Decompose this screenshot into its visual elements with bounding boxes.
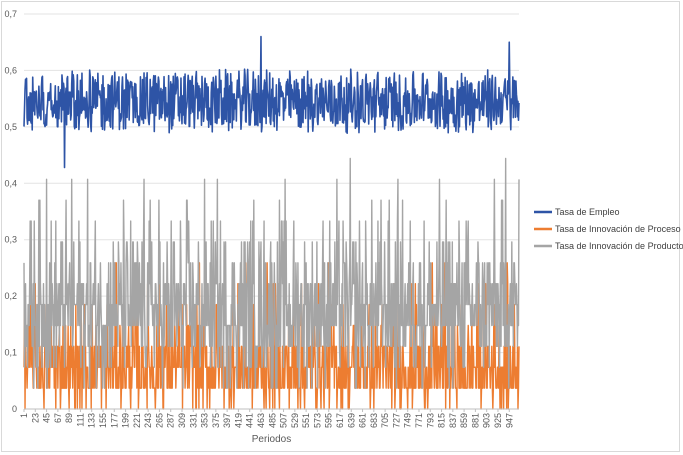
y-tick-label: 0,3 [4, 235, 17, 245]
y-tick-labels: 0 0,1 0,2 0,3 0,4 0,5 0,6 0,7 [4, 9, 17, 414]
x-tick-label: 551 [301, 413, 311, 428]
x-tick-label: 375 [211, 413, 221, 428]
x-tick-label: 903 [482, 413, 492, 428]
x-tick-labels: 1 23 45 67 89 111 133 155 177 199 221 243 265 287 309 3… [19, 413, 514, 428]
x-tick-label: 221 [132, 413, 142, 428]
x-tick-label: 749 [403, 413, 413, 428]
x-tick-label: 859 [459, 413, 469, 428]
x-tick-label: 529 [290, 413, 300, 428]
x-axis-title: Periodos [252, 434, 291, 445]
x-tick-label: 793 [425, 413, 435, 428]
x-tick-label: 309 [177, 413, 187, 428]
x-tick-label: 89 [64, 413, 74, 423]
y-tick-label: 0,7 [4, 9, 17, 19]
x-tick-label: 925 [493, 413, 503, 428]
x-tick-label: 705 [380, 413, 390, 428]
x-tick-label: 331 [188, 413, 198, 428]
x-tick-label: 507 [279, 413, 289, 428]
x-tick-label: 947 [504, 413, 514, 428]
series-line-empleo [23, 35, 520, 169]
legend: Tasa de Empleo Tasa de Innovación de Proc… [534, 207, 683, 251]
legend-label: Tasa de Innovación de Producto [555, 241, 683, 251]
x-axis [23, 408, 519, 412]
series-layer [23, 35, 520, 410]
y-tick-label: 0,5 [4, 122, 17, 132]
x-tick-label: 111 [75, 413, 85, 427]
x-tick-label: 837 [448, 413, 458, 428]
x-tick-label: 485 [267, 413, 277, 428]
x-tick-label: 23 [30, 413, 40, 423]
y-tick-label: 0,1 [4, 348, 17, 358]
x-tick-label: 617 [335, 413, 345, 428]
x-tick-label: 463 [256, 413, 266, 428]
x-tick-label: 771 [414, 413, 424, 428]
y-tick-label: 0,4 [4, 178, 17, 188]
x-tick-label: 397 [222, 413, 232, 428]
legend-label: Tasa de Empleo [555, 207, 620, 217]
x-tick-label: 441 [245, 413, 255, 428]
x-tick-label: 67 [53, 413, 63, 423]
x-tick-label: 353 [200, 413, 210, 428]
x-tick-label: 287 [166, 413, 176, 428]
x-tick-label: 727 [391, 413, 401, 428]
x-tick-label: 177 [109, 413, 119, 428]
x-tick-label: 1 [19, 413, 29, 418]
x-tick-label: 133 [87, 413, 97, 428]
y-tick-label: 0,6 [4, 65, 17, 75]
series-line-producto [23, 157, 520, 389]
x-tick-label: 265 [154, 413, 164, 428]
x-tick-label: 155 [98, 413, 108, 428]
x-tick-label: 661 [358, 413, 368, 428]
x-tick-label: 573 [312, 413, 322, 428]
y-tick-label: 0,2 [4, 291, 17, 301]
x-tick-label: 199 [121, 413, 131, 428]
x-tick-label: 45 [42, 413, 52, 423]
y-tick-label: 0 [12, 404, 17, 414]
x-tick-label: 595 [324, 413, 334, 428]
x-tick-label: 243 [143, 413, 153, 428]
x-tick-label: 683 [369, 413, 379, 428]
legend-label: Tasa de Innovación de Proceso [555, 224, 681, 234]
x-tick-label: 881 [470, 413, 480, 428]
x-tick-label: 639 [346, 413, 356, 428]
x-tick-label: 419 [233, 413, 243, 428]
x-tick-label: 815 [437, 413, 447, 428]
